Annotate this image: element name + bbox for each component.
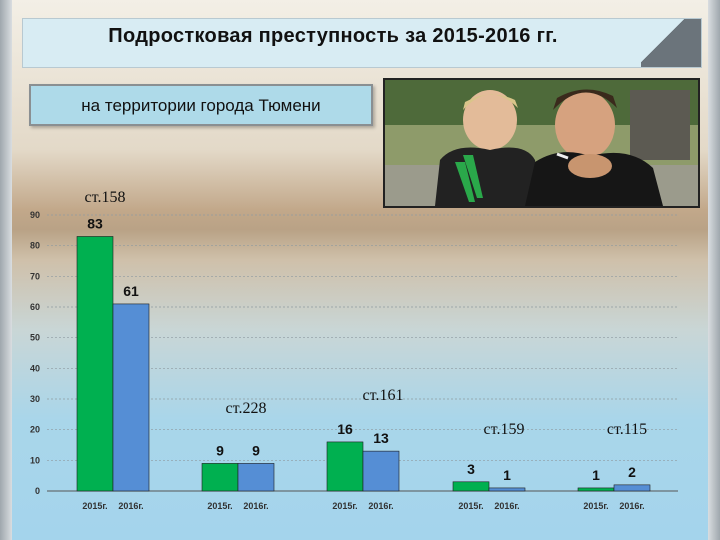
bar xyxy=(577,487,615,492)
x-tick-label: 2015г. xyxy=(207,501,232,511)
y-tick-label: 20 xyxy=(30,425,40,435)
category-label: ст.161 xyxy=(363,387,404,404)
data-label: 3 xyxy=(467,461,475,477)
category-label: ст.158 xyxy=(85,189,126,206)
chart-labels: 83 2015г. 61 2016г. ст.158 9 2015г. 9 2016г. ст.2… xyxy=(82,189,647,511)
bar xyxy=(362,450,400,492)
x-tick-label: 2015г. xyxy=(458,501,483,511)
title-accent-decoration xyxy=(641,19,701,67)
teenagers-photo xyxy=(383,78,700,208)
y-axis-ticks: 0 10 20 30 40 50 60 70 80 90 xyxy=(30,210,40,496)
category-label: ст.115 xyxy=(607,421,647,438)
data-label: 9 xyxy=(216,442,224,458)
y-tick-label: 90 xyxy=(30,210,40,220)
left-frame xyxy=(0,0,12,540)
y-tick-label: 10 xyxy=(30,455,40,465)
bar xyxy=(613,484,651,492)
bar xyxy=(326,441,364,492)
y-tick-label: 60 xyxy=(30,302,40,312)
bar xyxy=(201,463,239,492)
category-label: ст.159 xyxy=(484,421,525,438)
chart-bars xyxy=(76,236,651,492)
x-tick-label: 2016г. xyxy=(118,501,143,511)
y-tick-label: 40 xyxy=(30,363,40,373)
y-tick-label: 0 xyxy=(35,486,40,496)
data-label: 1 xyxy=(503,467,511,483)
teenagers-photo-illustration xyxy=(385,80,698,206)
data-label: 2 xyxy=(628,464,636,480)
x-tick-label: 2016г. xyxy=(243,501,268,511)
y-tick-label: 70 xyxy=(30,271,40,281)
bar xyxy=(237,463,275,492)
x-tick-label: 2015г. xyxy=(583,501,608,511)
y-tick-label: 30 xyxy=(30,394,40,404)
bar xyxy=(488,487,526,492)
title-bar: Подростковая преступность за 2015-2016 г… xyxy=(22,18,702,68)
x-tick-label: 2015г. xyxy=(332,501,357,511)
data-label: 9 xyxy=(252,442,260,458)
category-label: ст.228 xyxy=(226,400,267,417)
right-frame xyxy=(708,0,720,540)
bar xyxy=(112,303,150,492)
subtitle: на территории города Тюмени xyxy=(81,96,321,115)
y-tick-label: 80 xyxy=(30,241,40,251)
x-tick-label: 2016г. xyxy=(494,501,519,511)
data-label: 61 xyxy=(123,283,139,299)
y-tick-label: 50 xyxy=(30,333,40,343)
page-title: Подростковая преступность за 2015-2016 г… xyxy=(108,25,558,47)
data-label: 16 xyxy=(337,421,353,437)
x-tick-label: 2016г. xyxy=(619,501,644,511)
bar xyxy=(452,481,490,492)
subtitle-box: на территории города Тюмени xyxy=(29,84,373,126)
data-label: 13 xyxy=(373,430,389,446)
x-tick-label: 2016г. xyxy=(368,501,393,511)
data-label: 83 xyxy=(87,215,103,231)
x-tick-label: 2015г. xyxy=(82,501,107,511)
data-label: 1 xyxy=(592,467,600,483)
bar xyxy=(76,236,114,492)
